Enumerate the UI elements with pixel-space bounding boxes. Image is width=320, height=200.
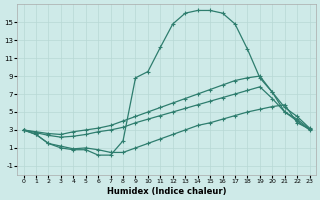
X-axis label: Humidex (Indice chaleur): Humidex (Indice chaleur) bbox=[107, 187, 226, 196]
